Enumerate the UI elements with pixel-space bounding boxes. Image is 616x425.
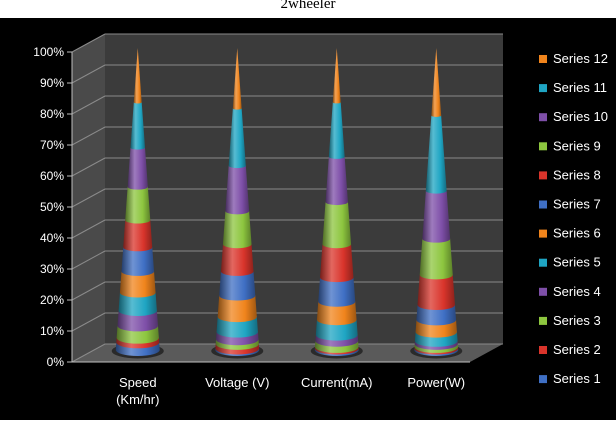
cone-segment-series-12: [431, 48, 442, 117]
cone-segment-series-10: [127, 145, 148, 190]
cone-segment-series-12: [232, 48, 242, 110]
cone-segment-series-11: [425, 114, 447, 194]
gridline-side: [71, 157, 106, 177]
y-tick-label: 50%: [40, 200, 64, 214]
x-tick-label: Voltage (V): [205, 375, 269, 390]
x-axis-ticks: Speed (Km/hr) Voltage (V) Current(mA) Power(…: [116, 375, 465, 407]
legend: Series 12 Series 11 Series 10 Series 9 Serie…: [539, 51, 608, 386]
y-tick-label: 100%: [33, 45, 64, 59]
cone-segment-series-9: [419, 235, 453, 280]
legend-label: Series 11: [553, 80, 607, 95]
cone-bars: [111, 48, 463, 359]
legend-label: Series 5: [553, 255, 601, 270]
legend-swatch: [539, 113, 547, 122]
legend-swatch: [539, 375, 547, 384]
y-tick-label: 70%: [40, 138, 64, 152]
cone-segment-series-11: [130, 101, 146, 150]
y-tick-label: 20%: [40, 293, 64, 307]
y-tick-label: 80%: [40, 107, 64, 121]
cone-segment-series-8: [220, 240, 254, 276]
legend-item: Series 3: [539, 313, 601, 328]
x-tick-label: Power(W): [407, 375, 465, 390]
gridline-side: [71, 219, 106, 239]
chart-svg: 0% 10% 20% 30% 40% 50% 60% 70% 80% 90% 100% Speed(…: [33, 33, 608, 407]
legend-swatch: [539, 346, 547, 354]
gridline-side: [71, 312, 106, 332]
legend-item: Series 9: [539, 138, 601, 153]
legend-swatch: [539, 316, 547, 325]
legend-label: Series 10: [553, 109, 608, 124]
cone-segment-series-11: [228, 107, 246, 169]
legend-item: Series 12: [539, 51, 608, 66]
legend-swatch: [539, 55, 547, 63]
cone-segment-series-8: [417, 270, 455, 311]
y-tick-label: 60%: [40, 169, 64, 183]
gridline-side: [71, 33, 106, 53]
legend-swatch: [539, 171, 547, 180]
cone-segment-series-11: [328, 101, 345, 159]
legend-label: Series 6: [553, 226, 601, 241]
legend-item: Series 10: [539, 109, 608, 124]
legend-swatch: [539, 200, 547, 209]
legend-label: Series 2: [553, 342, 601, 357]
legend-swatch: [539, 229, 547, 238]
chart-title: 2wheeler: [280, 0, 336, 12]
x-tick-label: Speed (Km/hr): [116, 375, 159, 407]
gridline-side: [71, 250, 106, 270]
legend-swatch: [539, 142, 547, 151]
cone-segment-series-7: [121, 243, 155, 276]
gridline-side: [71, 281, 106, 301]
cone-segment-series-7: [219, 267, 256, 301]
legend-item: Series 2: [539, 342, 601, 357]
legend-item: Series 1: [539, 371, 601, 386]
cone-segment-series-8: [123, 216, 153, 252]
gridline-side: [71, 64, 106, 84]
legend-swatch: [539, 84, 547, 93]
cone-segment-series-8: [320, 240, 354, 283]
cone-segment-series-9: [222, 207, 252, 249]
legend-item: Series 6: [539, 226, 601, 241]
legend-label: Series 9: [553, 138, 601, 153]
x-tick-label: Current(mA): [301, 375, 373, 390]
y-axis-ticks: 0% 10% 20% 30% 40% 50% 60% 70% 80% 90% 100%: [33, 45, 470, 369]
legend-swatch: [539, 287, 547, 296]
legend-item: Series 8: [539, 167, 601, 182]
legend-item: Series 5: [539, 255, 601, 270]
cone-segment-series-12: [133, 48, 142, 104]
legend-label: Series 1: [553, 371, 601, 386]
legend-item: Series 4: [539, 284, 601, 299]
y-tick-label: 90%: [40, 76, 64, 90]
gridline-side: [71, 343, 106, 363]
y-tick-label: 10%: [40, 324, 64, 338]
legend-label: Series 3: [553, 313, 601, 328]
y-tick-label: 30%: [40, 262, 64, 276]
cone-segment-series-7: [318, 272, 356, 307]
cone-segment-series-12: [332, 48, 341, 104]
legend-label: Series 8: [553, 167, 601, 182]
gridline-side: [71, 126, 106, 146]
y-tick-label: 0%: [47, 355, 65, 369]
legend-item: Series 11: [539, 80, 607, 95]
legend-item: Series 7: [539, 197, 601, 212]
legend-label: Series 4: [553, 284, 601, 299]
cone-segment-series-9: [125, 184, 151, 224]
gridline-side: [71, 188, 106, 208]
floor: [72, 344, 503, 362]
chart-panel: 0% 10% 20% 30% 40% 50% 60% 70% 80% 90% 100% Speed(…: [0, 18, 616, 420]
cone-segment-series-10: [422, 187, 451, 243]
cone-segment-series-10: [325, 154, 348, 206]
title-strip: 2wheeler: [0, 0, 616, 18]
cone-segment-series-9: [322, 198, 352, 249]
cone-segment-series-10: [225, 163, 250, 215]
legend-swatch: [539, 258, 547, 267]
legend-label: Series 12: [553, 51, 608, 66]
gridline-side: [71, 95, 106, 115]
y-tick-label: 40%: [40, 231, 64, 245]
legend-label: Series 7: [553, 197, 601, 212]
